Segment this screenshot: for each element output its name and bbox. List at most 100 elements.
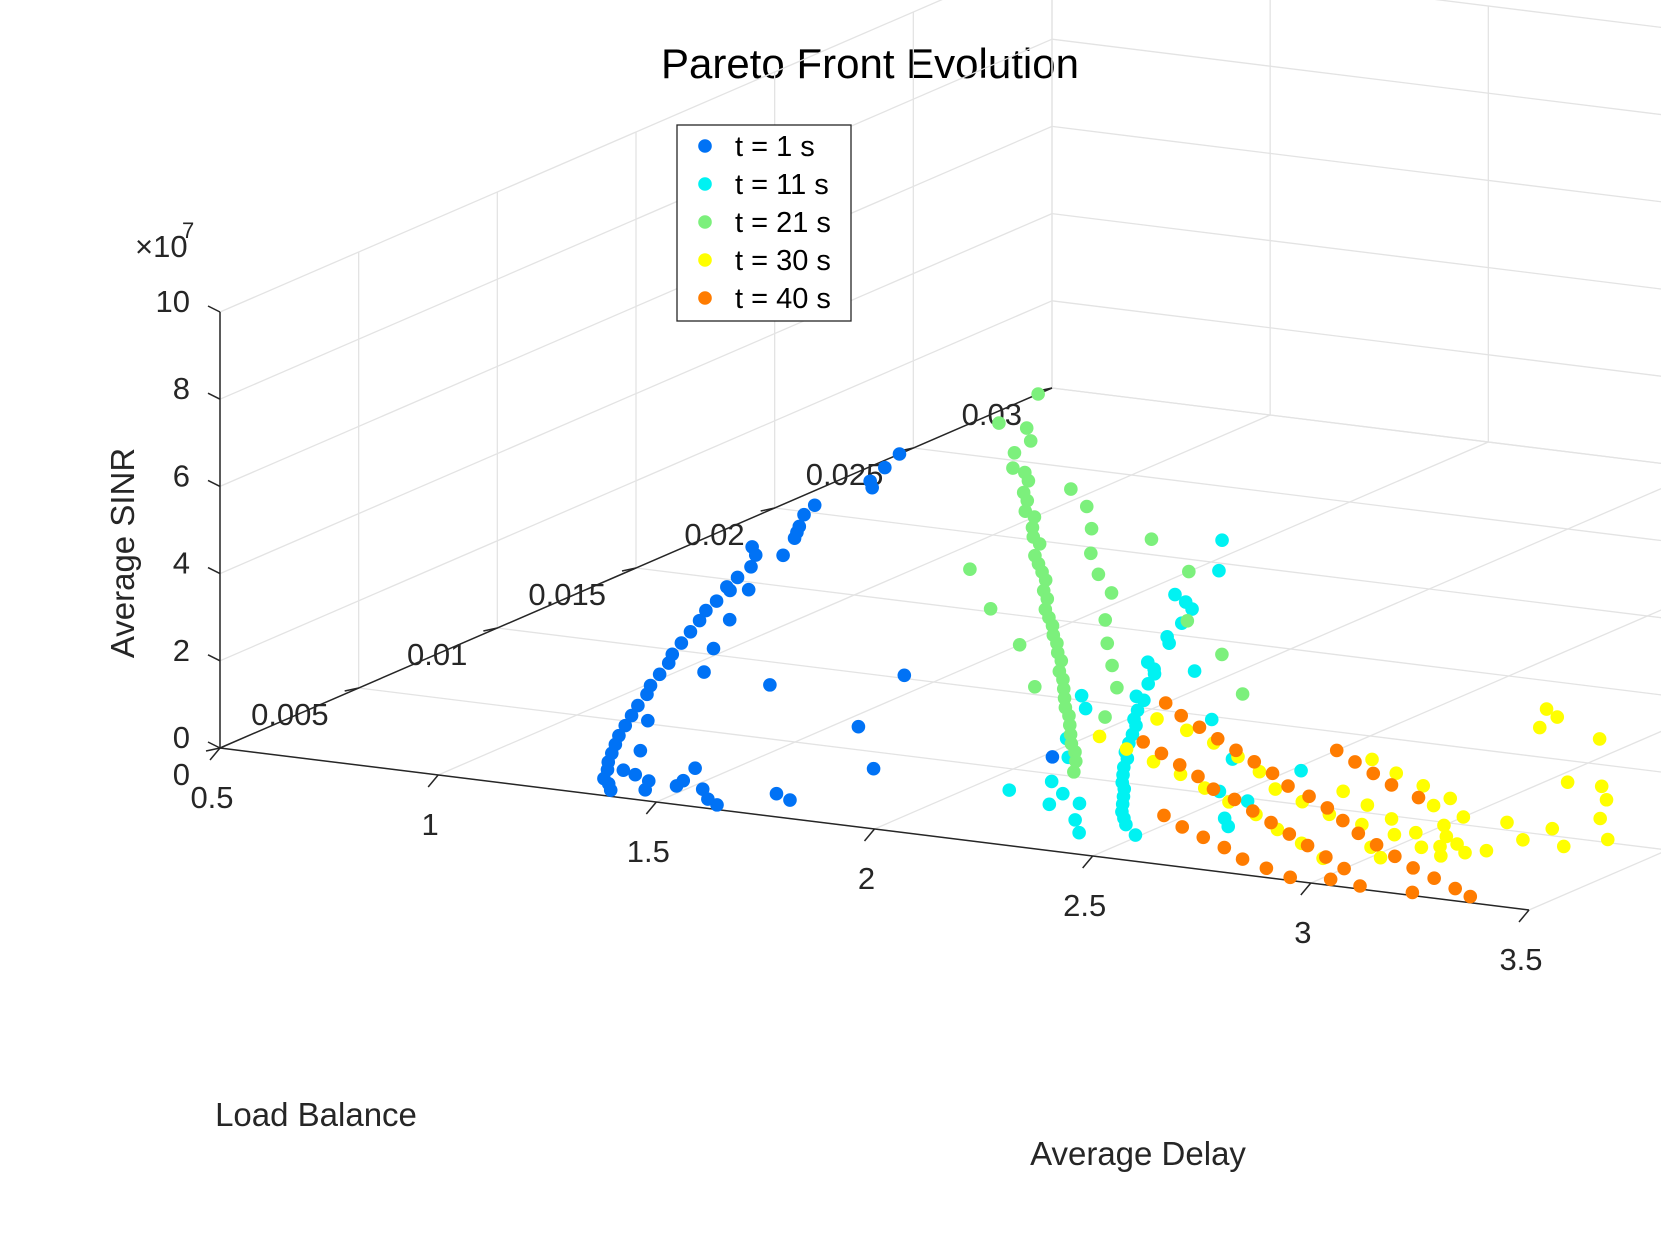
z-tick-label: 8	[173, 371, 190, 406]
legend-marker	[698, 291, 712, 305]
data-point	[741, 582, 756, 597]
data-point	[1353, 879, 1367, 893]
grid-line-back-z	[1434, 0, 1661, 29]
data-point	[1265, 766, 1280, 781]
data-point	[699, 603, 713, 618]
data-point	[1227, 792, 1242, 807]
data-point	[1069, 754, 1083, 769]
x-tick-label: 0.5	[190, 780, 233, 815]
x-tick-mark	[1082, 855, 1094, 869]
data-point	[1405, 885, 1420, 900]
y-axis-label: Load Balance	[215, 1096, 417, 1133]
data-point	[1351, 826, 1366, 841]
data-point	[1479, 843, 1494, 858]
grid-line-side-z	[219, 38, 1053, 400]
data-point	[1323, 872, 1338, 887]
z-tick-mark	[207, 479, 221, 488]
y-tick-mark	[621, 567, 637, 572]
data-point	[1072, 825, 1086, 840]
data-point	[1212, 563, 1226, 578]
data-point	[1516, 833, 1530, 847]
x-tick-label: 2	[858, 861, 875, 896]
grid-line-floor-y	[774, 507, 1661, 619]
data-point	[1175, 820, 1190, 834]
data-point	[1437, 818, 1451, 833]
y-tick-label: 0.01	[407, 637, 467, 672]
data-point	[1384, 812, 1399, 826]
data-point	[1187, 664, 1202, 678]
z-tick-mark	[207, 305, 221, 313]
data-point	[1365, 752, 1379, 767]
legend-item-2: t = 11 s	[698, 169, 829, 201]
data-point	[1235, 687, 1250, 701]
data-points	[597, 387, 1615, 904]
data-point	[638, 783, 653, 797]
series-3	[963, 387, 1250, 779]
data-point	[1168, 587, 1182, 602]
data-point	[865, 480, 879, 495]
data-point	[744, 560, 758, 574]
y-tick-mark	[483, 627, 498, 632]
grid-line-back-z	[1051, 212, 1661, 290]
data-point	[1137, 693, 1151, 708]
data-point	[1192, 720, 1207, 735]
data-point	[1091, 567, 1106, 582]
chart-title: Pareto Front Evolution	[661, 40, 1079, 87]
x-tick-label: 3	[1294, 915, 1311, 950]
data-point	[1191, 769, 1205, 784]
data-point	[1259, 861, 1274, 876]
data-point	[897, 668, 912, 683]
data-point	[776, 548, 790, 563]
data-point	[1268, 782, 1283, 796]
grid-line-floor-y	[1051, 387, 1661, 465]
y-tick-label: 0.015	[528, 577, 606, 612]
y-tick-mark	[760, 507, 775, 512]
series-4	[1092, 702, 1615, 866]
z-tick-label: 10	[156, 284, 190, 319]
data-point	[763, 678, 777, 692]
data-point	[1294, 763, 1308, 778]
data-point	[1593, 811, 1607, 826]
data-point	[1038, 573, 1053, 587]
data-point	[851, 719, 866, 734]
x-tick-label: 2.5	[1063, 888, 1106, 923]
data-point	[1409, 825, 1423, 840]
data-point	[1092, 729, 1107, 744]
z-tick-label: 6	[173, 458, 190, 493]
data-point	[1032, 537, 1047, 551]
data-point	[640, 687, 654, 702]
legend-marker	[698, 253, 712, 267]
data-point	[1389, 766, 1404, 780]
x-tick-label: 1	[422, 807, 439, 842]
data-point	[1141, 677, 1156, 691]
data-point	[892, 447, 907, 461]
data-point	[1045, 750, 1060, 764]
data-point	[963, 562, 977, 576]
data-point	[1463, 889, 1478, 904]
tick-labels: 0.511.522.533.500.0050.010.0150.020.0250…	[156, 284, 1543, 977]
z-exponent-power: 7	[182, 218, 194, 243]
data-point	[1319, 850, 1333, 864]
x-tick-label: 3.5	[1499, 942, 1542, 977]
data-point	[1337, 861, 1351, 876]
grid-line-floor-x	[1092, 609, 1661, 857]
data-point	[1414, 840, 1429, 855]
data-point	[1028, 680, 1042, 694]
data-point	[1119, 817, 1133, 832]
data-point	[1079, 499, 1094, 514]
data-point	[1373, 850, 1388, 865]
data-point	[633, 743, 648, 758]
data-point	[1247, 755, 1262, 769]
data-point	[692, 613, 707, 628]
x-tick-mark	[1300, 882, 1312, 896]
data-point	[641, 713, 655, 728]
data-point	[1406, 861, 1420, 875]
legend-label: t = 40 s	[735, 283, 831, 315]
data-point	[1100, 636, 1115, 651]
data-point	[1021, 473, 1036, 488]
data-point	[1443, 791, 1458, 806]
data-point	[1545, 821, 1560, 836]
data-point	[1532, 720, 1547, 735]
data-point	[1215, 533, 1229, 548]
